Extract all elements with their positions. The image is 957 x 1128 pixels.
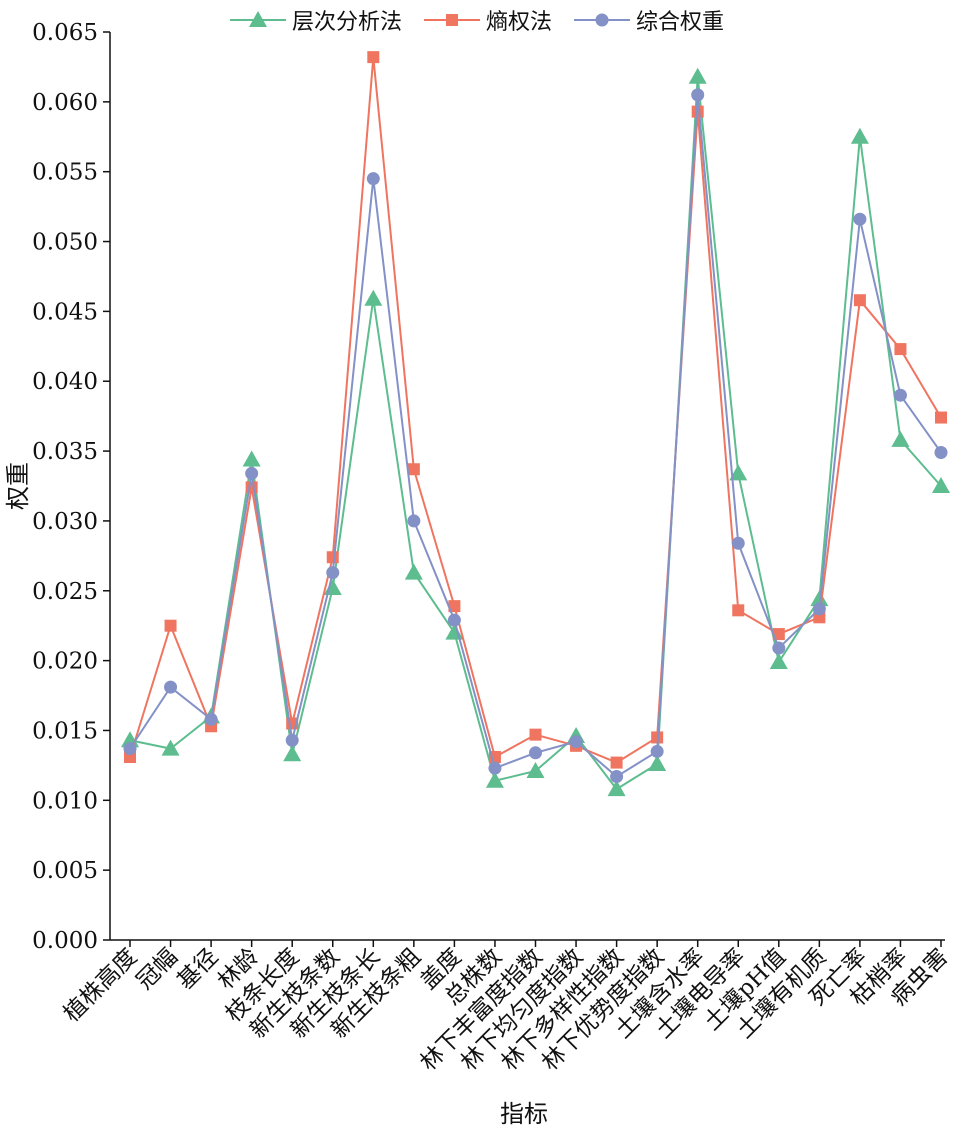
y-tick-label: 0.065: [32, 20, 98, 46]
data-point: [853, 294, 866, 307]
data-point: [245, 481, 258, 494]
y-tick-label: 0.020: [32, 649, 98, 675]
legend-item-entropy: 熵权法: [424, 4, 552, 36]
data-point: [161, 739, 180, 756]
data-point: [691, 105, 704, 118]
y-tick-label: 0.025: [32, 579, 98, 605]
data-point: [893, 388, 907, 402]
data-point: [285, 733, 299, 747]
data-point: [448, 600, 461, 613]
y-tick-label: 0.005: [32, 858, 98, 884]
data-point: [648, 754, 667, 771]
legend-label-entropy: 熵权法: [486, 10, 553, 35]
data-point: [935, 411, 947, 424]
legend-label-ahp: 层次分析法: [292, 10, 403, 35]
legend-label-combined: 综合权重: [636, 10, 725, 35]
x-axis: 植株高度冠幅基径林龄枝条长度新生枝条数新生枝条长新生枝条粗盖度总株数林下丰富度指…: [59, 939, 953, 1076]
data-point: [932, 477, 950, 493]
y-tick-label: 0.045: [32, 299, 98, 325]
data-point: [404, 563, 423, 580]
series-layer: [121, 51, 950, 797]
data-point: [407, 463, 420, 476]
data-point: [729, 464, 748, 481]
y-tick-label: 0.010: [32, 788, 98, 814]
y-tick-label: 0.055: [32, 160, 98, 186]
data-point: [164, 619, 177, 632]
data-point: [364, 289, 383, 306]
data-point: [283, 745, 302, 762]
data-point: [164, 680, 178, 694]
legend-item-combined: 综合权重: [574, 4, 724, 36]
series-line: [129, 57, 942, 764]
data-point: [488, 761, 502, 775]
data-point: [607, 780, 626, 797]
legend-item-ahp: 层次分析法: [230, 4, 402, 36]
data-point: [123, 742, 137, 756]
data-point: [894, 343, 907, 356]
data-point: [610, 770, 624, 784]
y-axis: 0.000 0.005 0.010 0.015 0.020 0.025 0.030 0.035…: [32, 20, 111, 954]
data-point: [447, 613, 461, 627]
legend: 层次分析法 熵权法 综合权重: [230, 4, 746, 36]
x-tick-label: 基径: [172, 944, 223, 995]
y-tick-label: 0.040: [32, 369, 98, 395]
y-axis-label: 权重: [4, 462, 32, 510]
legend-marker-ahp: [230, 11, 286, 27]
x-tick-label: 植株高度: [59, 944, 142, 1027]
data-point: [650, 744, 664, 758]
data-point: [891, 430, 910, 447]
data-point: [407, 514, 421, 528]
data-point: [850, 127, 869, 144]
y-tick-label: 0.035: [32, 439, 98, 465]
series-1: [124, 51, 947, 769]
legend-marker-entropy: [424, 14, 481, 26]
series-2: [123, 88, 948, 784]
y-tick-label: 0.015: [32, 718, 98, 744]
data-point: [242, 450, 261, 467]
series-line: [129, 76, 942, 791]
data-point: [691, 88, 705, 102]
x-tick-label: 冠幅: [132, 944, 183, 995]
data-point: [688, 67, 707, 84]
data-point: [326, 551, 339, 564]
data-point: [610, 756, 623, 769]
data-point: [934, 445, 948, 459]
data-point: [772, 641, 786, 655]
data-point: [529, 728, 542, 741]
data-point: [769, 653, 788, 670]
series-0: [121, 67, 950, 797]
y-tick-label: 0.030: [32, 509, 98, 535]
data-point: [569, 735, 583, 749]
data-point: [366, 172, 380, 186]
data-point: [812, 602, 826, 616]
data-point: [245, 466, 259, 480]
data-point: [326, 566, 340, 580]
data-point: [367, 51, 380, 64]
legend-marker-combined: [574, 13, 631, 27]
data-point: [732, 604, 745, 617]
data-point: [529, 746, 542, 760]
data-point: [526, 761, 545, 778]
x-axis-label: 指标: [500, 1100, 548, 1128]
data-point: [731, 536, 745, 550]
y-tick-label: 0.050: [32, 230, 98, 256]
data-point: [772, 628, 785, 641]
series-line: [129, 94, 942, 778]
data-point: [810, 590, 829, 607]
data-point: [853, 212, 867, 226]
y-tick-label: 0.000: [32, 928, 98, 954]
y-tick-label: 0.060: [32, 90, 98, 116]
data-point: [204, 712, 218, 726]
data-point: [485, 771, 504, 788]
